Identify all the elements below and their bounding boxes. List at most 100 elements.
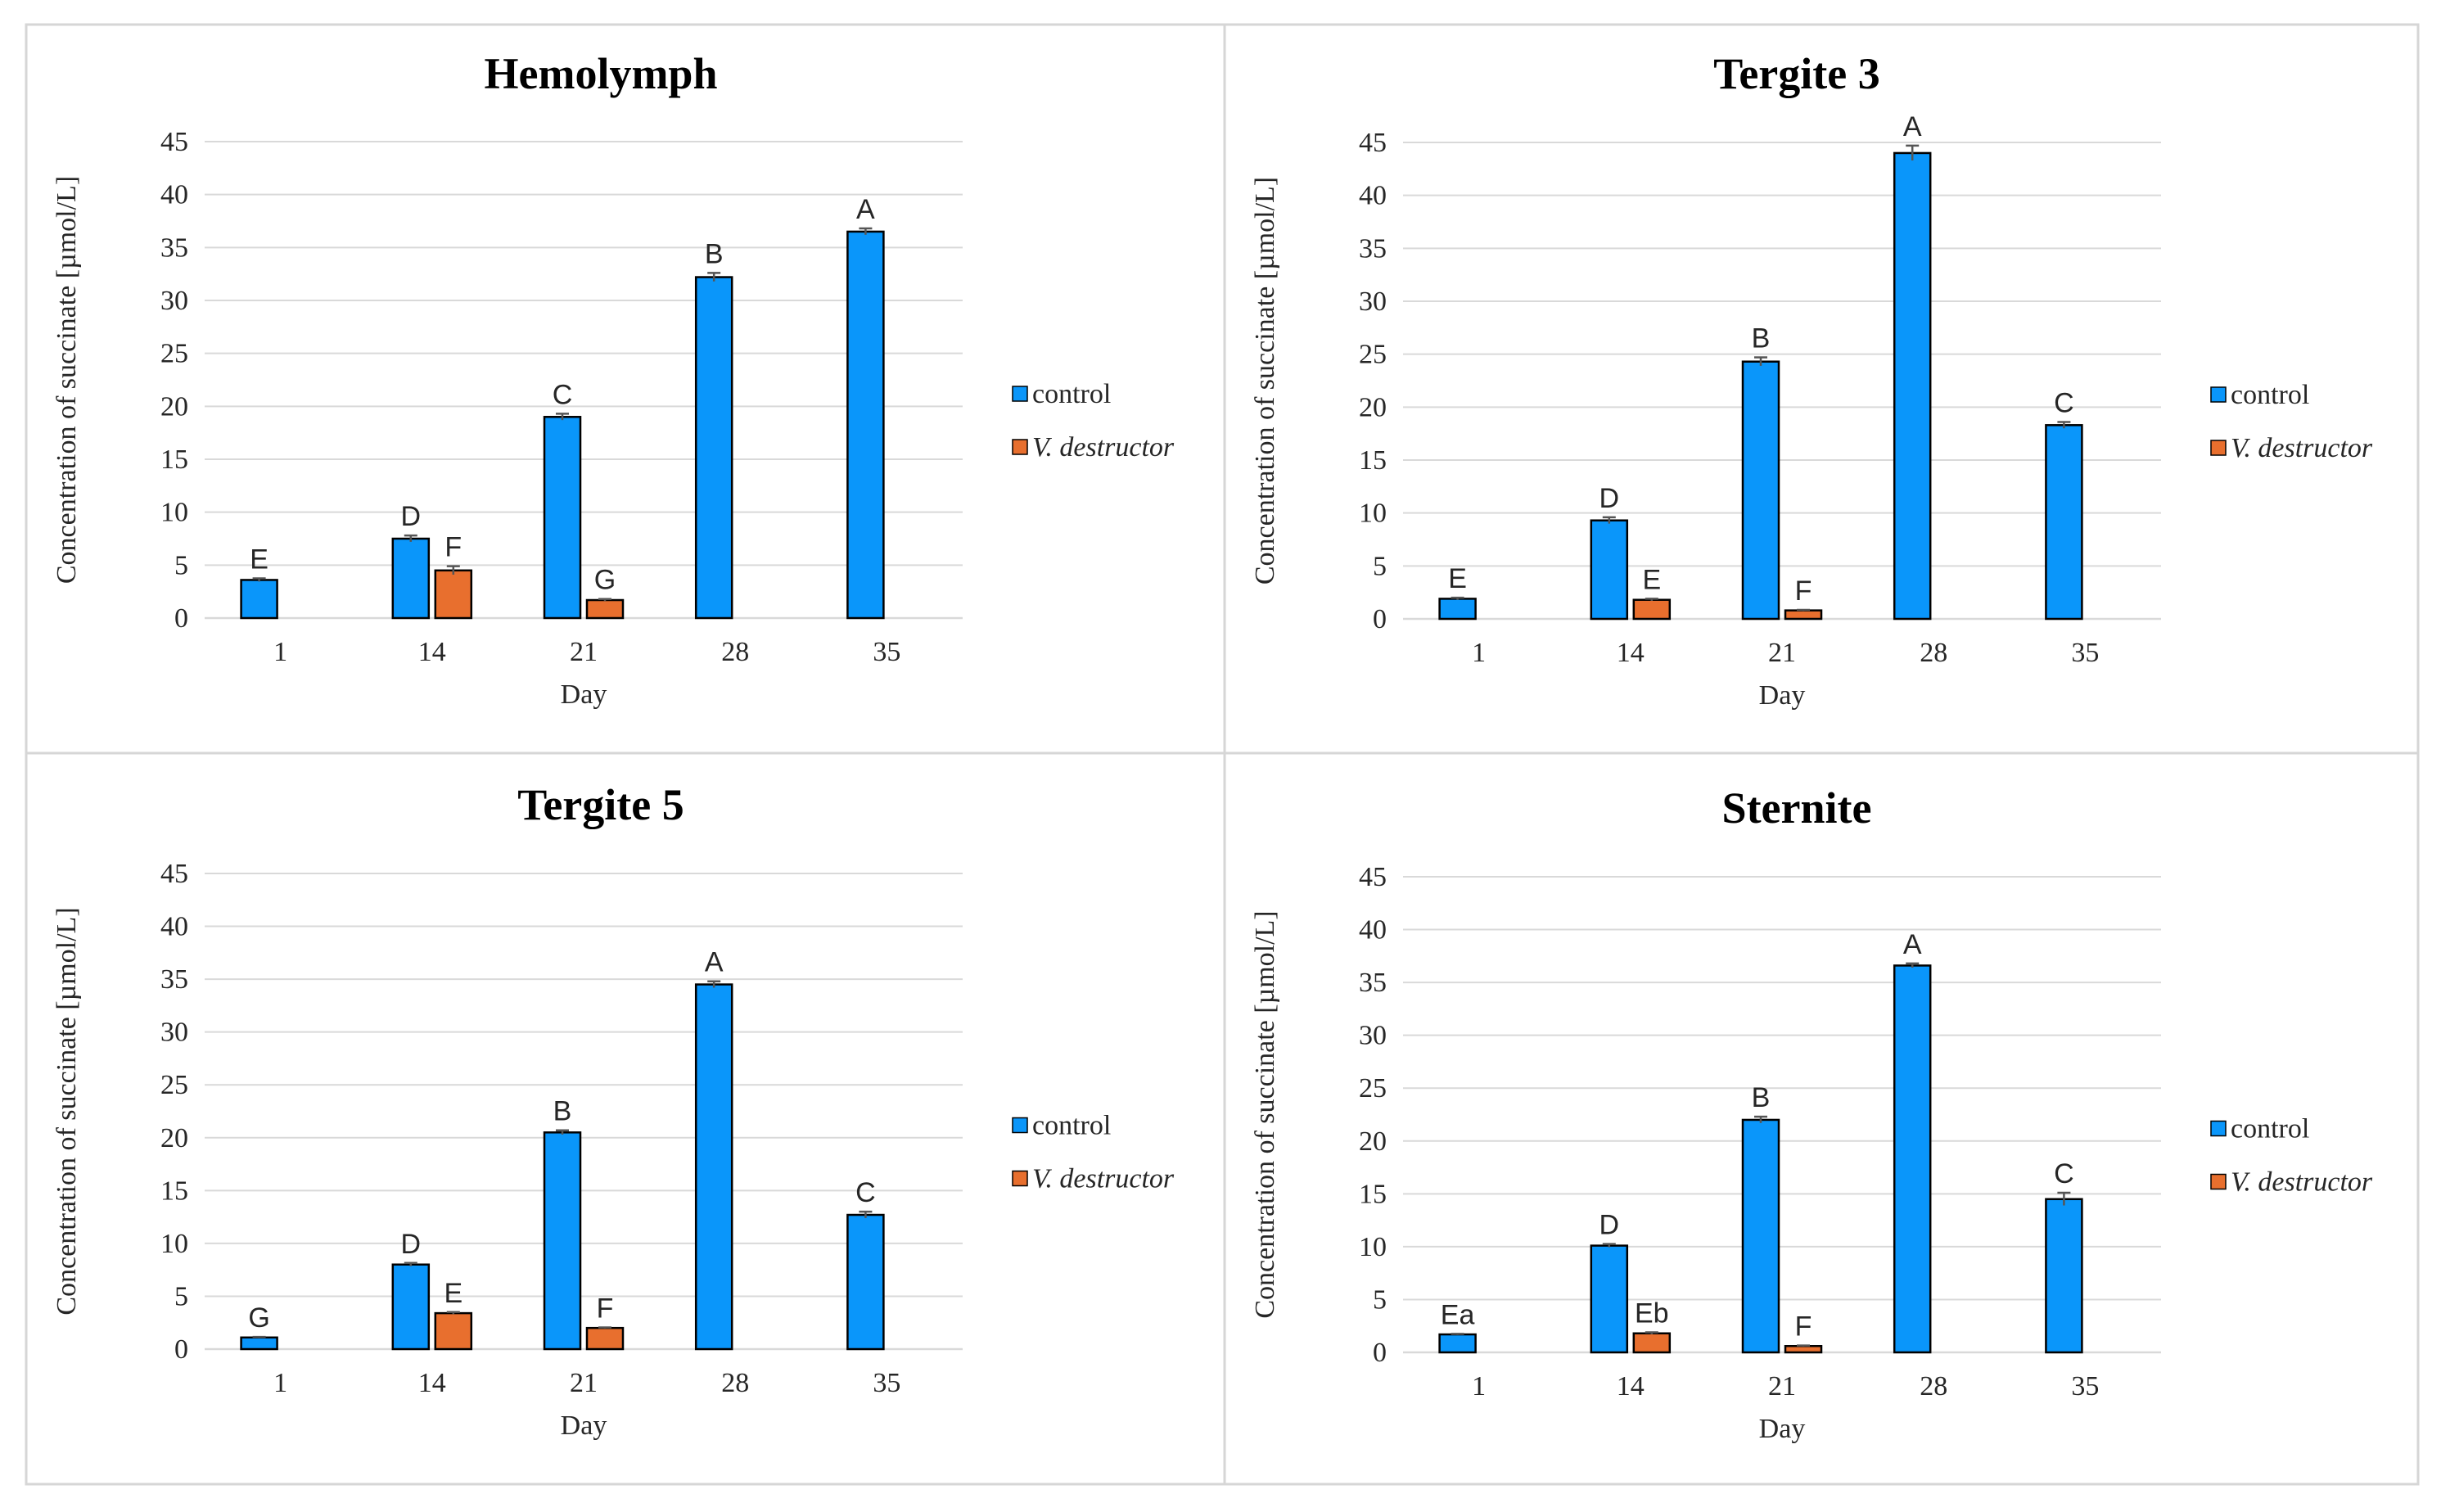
significance-label: D — [401, 1229, 422, 1260]
legend-label-v-destructor: V. destructor — [2231, 1167, 2373, 1198]
chart-panel: Hemolymph 0 5 10 15 20 25 30 35 40 45 Concentration… — [25, 23, 1226, 755]
legend-swatch-v-destructor — [1012, 439, 1028, 455]
x-tick-label: 1 — [273, 637, 287, 667]
y-tick-label: 30 — [160, 286, 188, 316]
y-tick-label: 40 — [160, 912, 188, 942]
bar-control — [2045, 424, 2083, 621]
bar-v-destructor — [1632, 598, 1672, 621]
bar-v-destructor — [1784, 1345, 1823, 1354]
x-tick-label: 21 — [570, 1368, 598, 1398]
bar-control — [1893, 964, 1932, 1354]
significance-label: D — [1600, 483, 1620, 514]
y-tick-label: 20 — [160, 1123, 188, 1153]
chart-title: Tergite 3 — [1713, 49, 1879, 98]
significance-label: E — [250, 544, 268, 575]
x-tick-label: 35 — [2071, 1371, 2099, 1401]
legend-label-v-destructor: V. destructor — [1032, 1164, 1175, 1194]
bar-control — [1590, 1244, 1629, 1354]
x-axis-label: Day — [561, 679, 607, 710]
significance-label: B — [705, 238, 724, 269]
x-tick-label: 1 — [273, 1368, 287, 1398]
bar-v-destructor — [1632, 1332, 1672, 1354]
chart-title: Tergite 5 — [517, 780, 684, 829]
x-tick-label: 21 — [570, 637, 598, 667]
y-axis-label: Concentration of succinate [µmol/L] — [52, 176, 82, 584]
significance-label: F — [1795, 575, 1812, 607]
chart-title: Hemolymph — [484, 49, 717, 98]
legend-swatch-v-destructor — [2210, 1173, 2227, 1190]
bar-control — [694, 276, 733, 620]
significance-label: A — [1903, 929, 1922, 960]
y-axis-label: Concentration of succinate [µmol/L] — [52, 907, 82, 1315]
x-tick-label: 21 — [1768, 638, 1796, 668]
y-tick-label: 30 — [1359, 1021, 1387, 1051]
bar-v-destructor — [434, 569, 473, 620]
legend-label-control: control — [1032, 1111, 1111, 1141]
bar-control — [240, 579, 278, 620]
significance-label: E — [1642, 564, 1661, 595]
x-tick-label: 21 — [1768, 1371, 1796, 1401]
y-tick-label: 35 — [160, 964, 188, 995]
chart-panel: Sternite 0 5 10 15 20 25 30 35 40 45 Concentration … — [1223, 751, 2420, 1486]
bar-control — [240, 1336, 278, 1351]
y-tick-label: 25 — [160, 339, 188, 369]
legend-swatch-v-destructor — [1012, 1170, 1028, 1187]
legend-label-v-destructor: V. destructor — [2231, 433, 2373, 463]
y-tick-label: 25 — [1359, 340, 1387, 370]
bar-v-destructor — [434, 1311, 473, 1351]
y-tick-label: 10 — [1359, 1232, 1387, 1262]
y-tick-label: 40 — [1359, 181, 1387, 211]
bar-control — [543, 416, 582, 620]
legend-label-control: control — [1032, 379, 1111, 409]
bar-control — [846, 230, 885, 620]
y-tick-label: 25 — [1359, 1073, 1387, 1104]
bar-control — [391, 1263, 431, 1351]
x-tick-label: 28 — [721, 637, 749, 667]
legend-swatch-control — [1012, 1117, 1028, 1134]
significance-label: C — [2054, 387, 2074, 418]
x-tick-label: 28 — [1920, 1371, 1947, 1401]
x-axis-label: Day — [1759, 680, 1806, 711]
y-tick-label: 45 — [1359, 862, 1387, 892]
y-axis-label: Concentration of succinate [µmol/L] — [1250, 177, 1280, 584]
x-tick-label: 35 — [873, 1368, 900, 1398]
y-tick-label: 0 — [1373, 1338, 1387, 1368]
significance-label: Eb — [1635, 1298, 1669, 1329]
x-tick-label: 35 — [873, 637, 900, 667]
significance-label: E — [444, 1278, 462, 1309]
y-tick-label: 10 — [160, 1229, 188, 1259]
x-tick-label: 35 — [2071, 638, 2099, 668]
y-tick-label: 40 — [1359, 915, 1387, 946]
y-tick-label: 35 — [160, 232, 188, 263]
x-tick-label: 28 — [1920, 638, 1947, 668]
chart-panel: Tergite 3 0 5 10 15 20 25 30 35 40 45 Concentration… — [1223, 23, 2420, 755]
y-tick-label: 45 — [160, 127, 188, 157]
legend-label-control: control — [2231, 380, 2309, 410]
significance-label: F — [597, 1293, 614, 1325]
bar-v-destructor — [585, 1326, 625, 1351]
bar-v-destructor — [585, 598, 625, 620]
bar-control — [543, 1131, 582, 1351]
y-tick-label: 5 — [174, 1281, 188, 1311]
y-tick-label: 20 — [1359, 1126, 1387, 1157]
significance-label: G — [594, 565, 616, 596]
y-tick-label: 45 — [1359, 128, 1387, 158]
significance-label: A — [705, 947, 724, 978]
bar-control — [1893, 151, 1932, 621]
bar-control — [846, 1213, 885, 1351]
significance-label: G — [248, 1302, 269, 1334]
y-tick-label: 5 — [1373, 1284, 1387, 1315]
y-tick-label: 30 — [160, 1018, 188, 1048]
y-tick-label: 5 — [174, 550, 188, 580]
y-tick-label: 15 — [160, 445, 188, 475]
significance-label: B — [1752, 1082, 1771, 1113]
bar-control — [391, 537, 431, 620]
y-tick-label: 45 — [160, 859, 188, 889]
y-tick-label: 0 — [174, 603, 188, 634]
legend-label-v-destructor: V. destructor — [1032, 432, 1175, 463]
x-tick-label: 14 — [418, 1368, 446, 1398]
y-tick-label: 15 — [160, 1176, 188, 1206]
significance-label: C — [553, 379, 573, 410]
y-tick-label: 40 — [160, 180, 188, 210]
legend-swatch-control — [1012, 386, 1028, 402]
